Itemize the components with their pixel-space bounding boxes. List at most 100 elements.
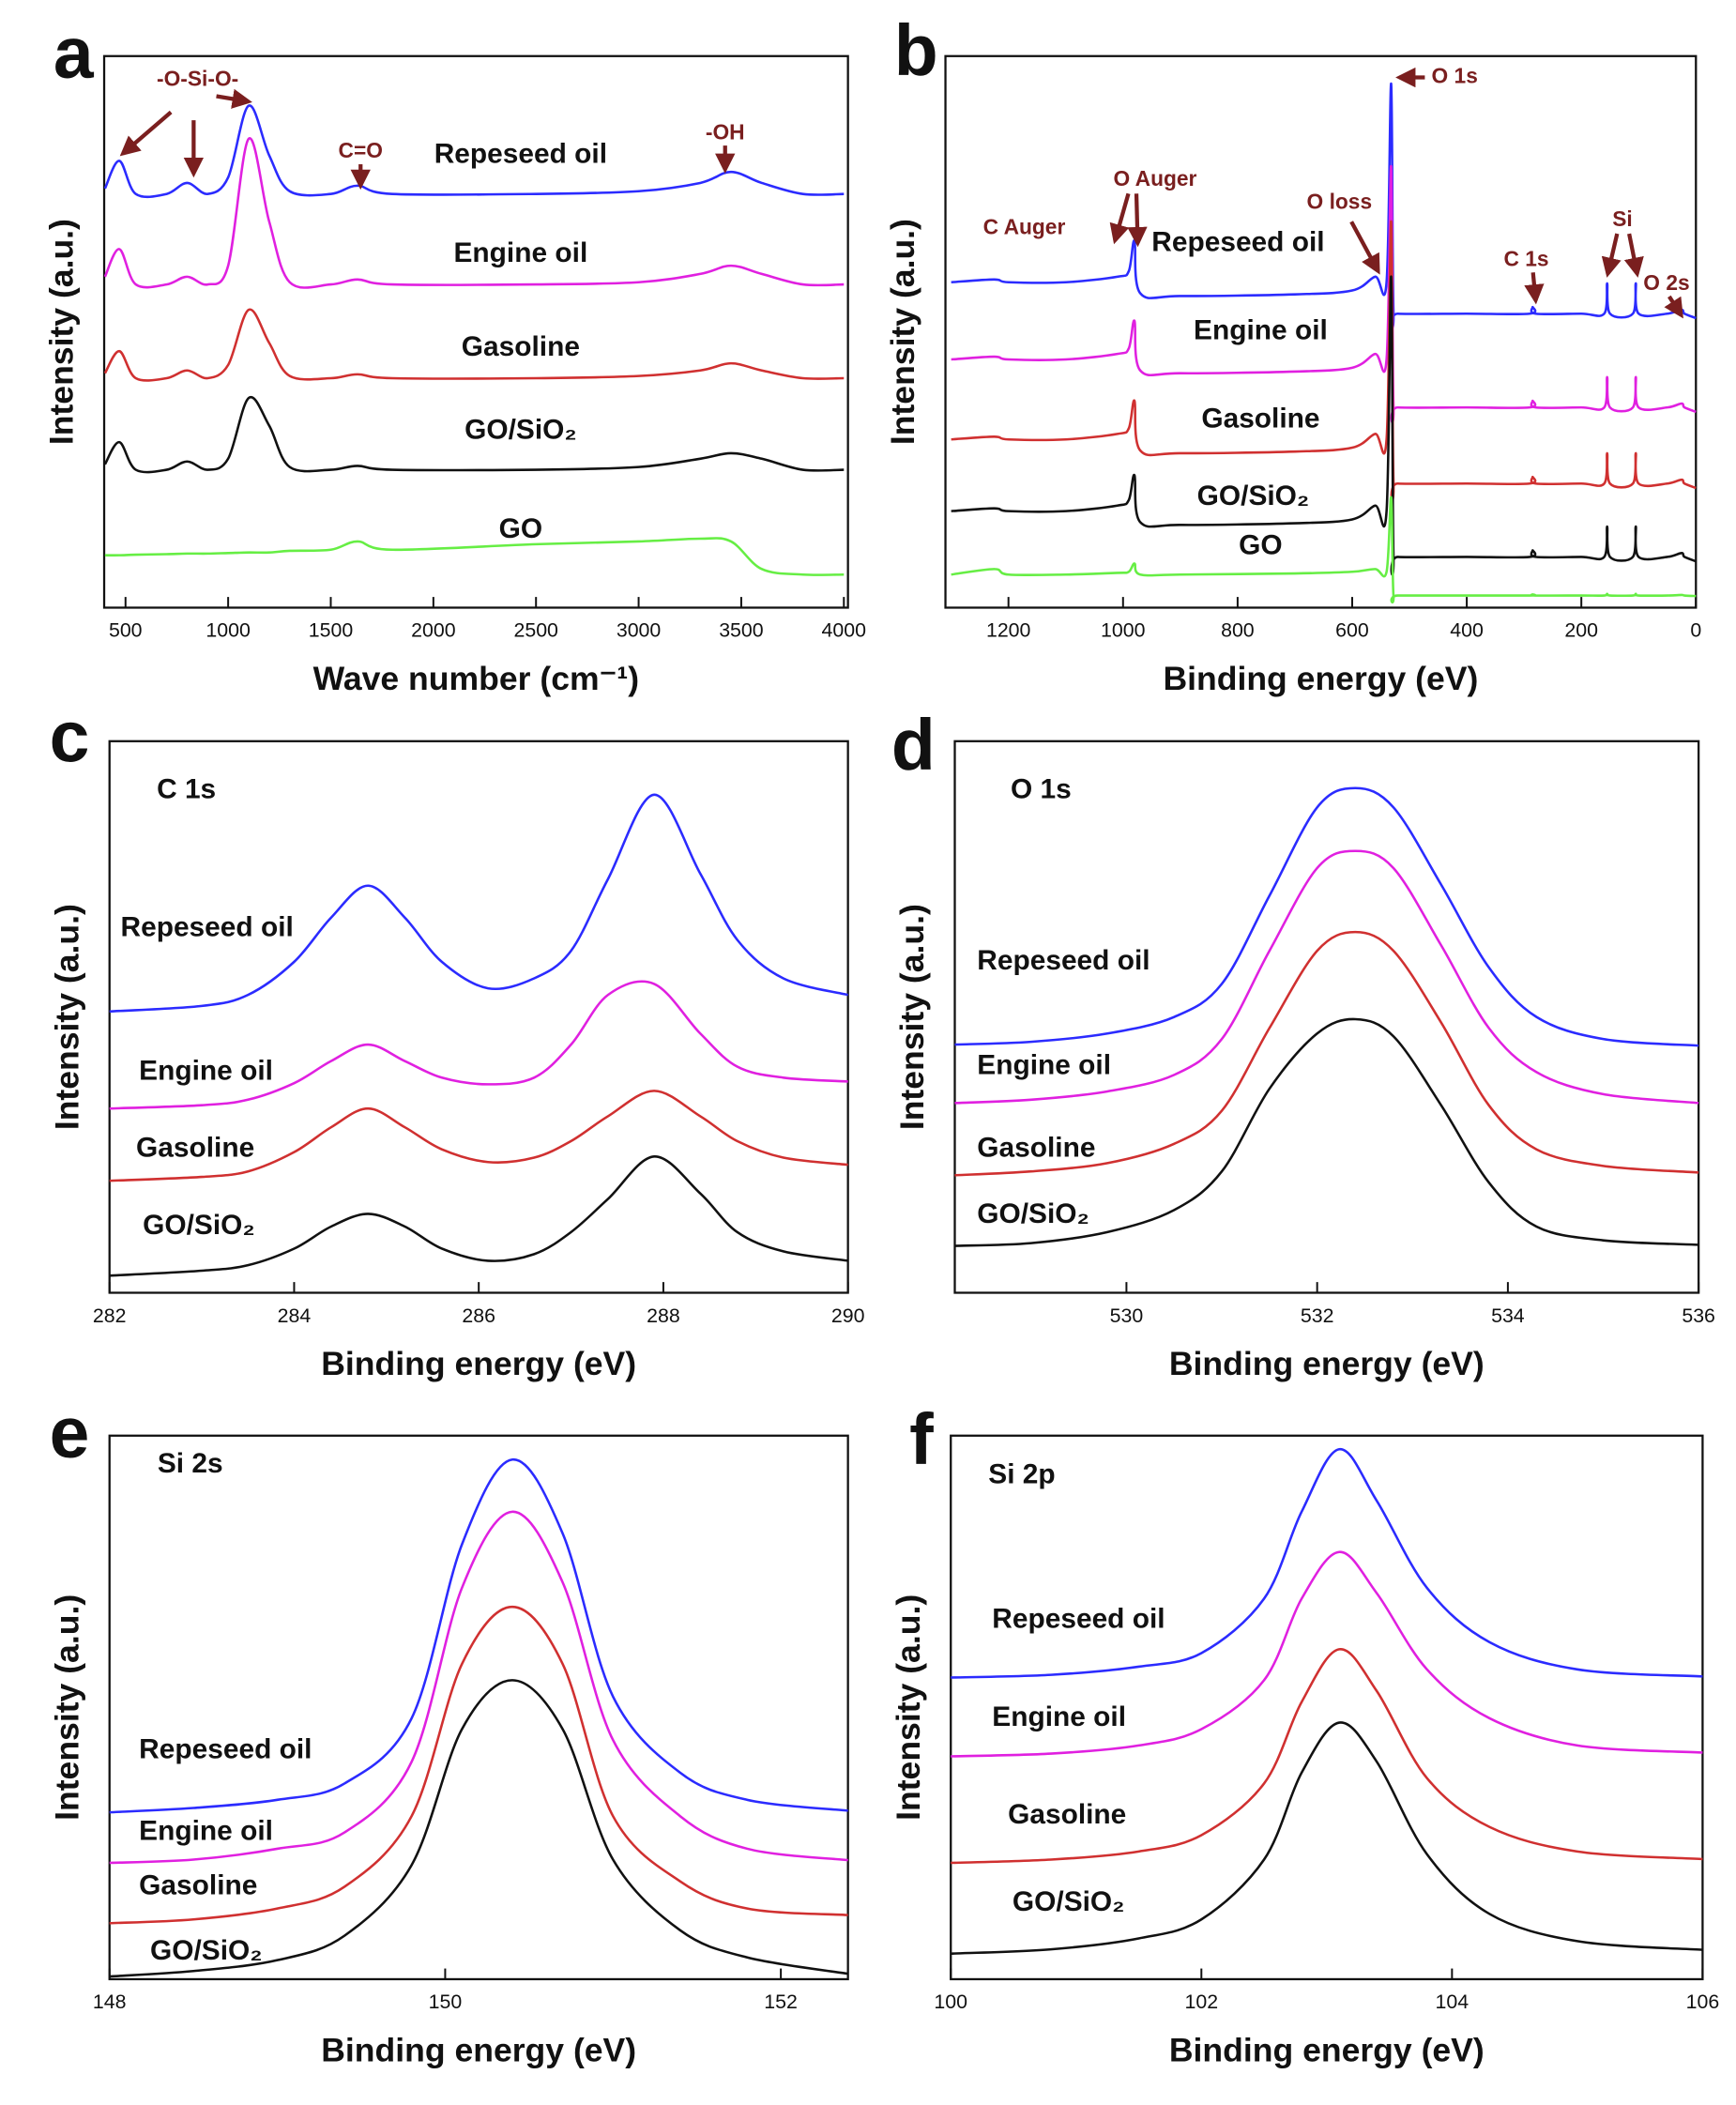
plot-frame [102,54,849,609]
plot-frame [950,1434,1704,1981]
x-tick-label: 2500 [513,619,558,642]
spectrum-line [951,1721,1703,1956]
x-tick-label: 3000 [617,619,662,642]
y-axis-title: Intensity (a.u.) [48,1594,85,1821]
spectrum-line [951,1648,1703,1865]
series-label: Gasoline [136,1133,254,1164]
series-label: Engine oil [454,237,588,268]
spectrum-line [109,1155,848,1277]
series-label: Repeseed oil [977,945,1150,976]
annotation: O 1s [1432,64,1478,88]
annotation: O Auger [1114,166,1197,191]
x-tick-label: 1500 [309,619,354,642]
annotation: -O-Si-O- [157,66,238,90]
x-tick-label: 290 [831,1304,865,1327]
x-tick-label: 0 [1690,619,1701,642]
spectrum-line [954,786,1699,1047]
x-axis-title: Binding energy (eV) [321,1345,636,1382]
series-label: GO/SiO₂ [977,1198,1089,1229]
spectrum-line [951,1550,1703,1758]
panel-label: d [891,705,936,786]
x-tick-label: 152 [764,1991,798,2013]
series-label: GO [1239,530,1282,561]
spectrum-line [109,1090,848,1182]
x-tick-label: 104 [1436,1991,1470,2013]
x-tick-label: 200 [1564,619,1598,642]
panel-label: c [50,697,90,778]
x-tick-label: 532 [1301,1304,1334,1327]
annotation-arrow [1601,233,1622,278]
x-tick-label: 100 [934,1991,967,2013]
peak-title: Si 2s [158,1448,223,1479]
peak-title: O 1s [1011,774,1072,805]
x-tick-label: 150 [429,1991,463,2013]
plot-frame [953,740,1700,1294]
series-label: Repeseed oil [434,138,607,169]
spectrum-line [103,308,845,382]
series-label: GO/SiO₂ [1013,1886,1125,1917]
x-tick-label: 400 [1450,619,1484,642]
x-tick-label: 282 [93,1304,127,1327]
annotation-arrow [1664,295,1683,319]
annotation: Si [1612,206,1633,231]
annotation-arrow [1109,192,1131,245]
series-label: GO/SiO₂ [1197,480,1310,511]
annotation: C=O [339,138,383,162]
plot-frame [108,740,849,1294]
x-axis-title: Binding energy (eV) [1169,1345,1485,1382]
annotation-arrow [119,110,173,157]
y-axis-title: Intensity (a.u.) [884,219,921,445]
series-label: Gasoline [1008,1799,1126,1830]
y-axis-title: Intensity (a.u.) [43,219,81,445]
spectrum-line [109,980,848,1110]
series-label: GO [499,513,542,544]
series-label: Repeseed oil [992,1604,1165,1635]
x-tick-label: 1200 [986,619,1031,642]
y-axis-title: Intensity (a.u.) [48,904,85,1130]
spectrum-line [109,793,848,1014]
x-tick-label: 530 [1110,1304,1144,1327]
annotation-arrow [1524,272,1545,305]
panel-label: f [909,1399,934,1480]
x-tick-label: 286 [462,1304,495,1327]
annotation-arrow [216,88,252,109]
x-tick-label: 106 [1686,1991,1720,2013]
x-tick-label: 3500 [719,619,764,642]
annotation-arrow [1623,233,1644,278]
x-axis-title: Wave number (cm⁻¹) [313,660,639,697]
y-axis-title: Intensity (a.u.) [893,904,931,1130]
spectrum-line [109,1457,848,1814]
series-label: GO/SiO₂ [143,1210,255,1241]
x-tick-label: 148 [93,1991,127,2013]
x-axis-title: Binding energy (eV) [1169,2032,1485,2069]
x-tick-label: 800 [1221,619,1255,642]
x-tick-label: 536 [1682,1304,1715,1327]
annotation-arrow [1127,193,1148,248]
series-label: Gasoline [1201,404,1319,435]
peak-title: C 1s [157,774,216,805]
spectrum-line [954,849,1699,1105]
series-label: Repeseed oil [1151,226,1324,257]
annotation: C Auger [983,214,1066,238]
series-label: GO/SiO₂ [464,414,577,445]
plot-frame [944,54,1698,609]
series-label: Gasoline [977,1133,1095,1164]
series-label: Gasoline [462,331,580,362]
x-axis-title: Binding energy (eV) [321,2032,636,2069]
annotation: -OH [706,119,745,144]
x-tick-label: 1000 [206,619,251,642]
spectrum-line [109,1679,848,1978]
panel-label: e [50,1393,90,1473]
annotation: O 2s [1643,270,1689,295]
series-label: Engine oil [992,1701,1126,1732]
series-label: Engine oil [139,1055,273,1086]
spectrum-line [951,1447,1703,1679]
x-tick-label: 284 [278,1304,312,1327]
x-tick-label: 534 [1491,1304,1525,1327]
series-label: GO/SiO₂ [150,1935,263,1966]
x-tick-label: 102 [1184,1991,1218,2013]
spectrum-line [951,496,1697,604]
series-label: Repeseed oil [139,1734,312,1765]
